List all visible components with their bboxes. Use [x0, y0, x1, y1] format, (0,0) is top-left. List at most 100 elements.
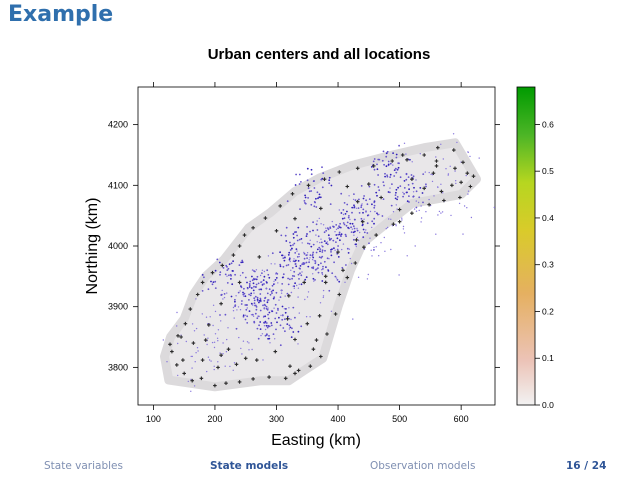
- urban-point: [273, 307, 275, 309]
- urban-point: [292, 236, 295, 239]
- urban-point: [246, 281, 248, 284]
- urban-point: [190, 390, 192, 392]
- y-tick-label: 4100: [108, 180, 128, 190]
- urban-point: [279, 324, 282, 327]
- location-point: [355, 199, 360, 204]
- urban-point: [417, 201, 420, 204]
- footer-link-state-models[interactable]: State models: [210, 460, 289, 472]
- urban-point: [340, 233, 343, 236]
- urban-point: [250, 292, 253, 295]
- colorbar-tick-label: 0.3: [542, 260, 554, 270]
- location-point: [360, 219, 365, 224]
- urban-point: [292, 260, 295, 262]
- urban-point: [268, 288, 271, 291]
- urban-point: [312, 256, 315, 259]
- y-tick-label: 3900: [108, 302, 128, 312]
- urban-point: [348, 215, 350, 217]
- urban-point: [296, 256, 299, 258]
- urban-point: [343, 217, 346, 220]
- location-point: [293, 371, 297, 376]
- location-point: [237, 244, 242, 248]
- urban-point: [289, 241, 291, 244]
- urban-point: [242, 291, 244, 294]
- urban-point: [376, 168, 379, 171]
- urban-point: [398, 162, 400, 165]
- urban-point: [326, 243, 329, 246]
- urban-point: [334, 275, 337, 278]
- urban-point: [412, 175, 415, 178]
- urban-point: [266, 301, 269, 304]
- urban-point: [462, 233, 464, 235]
- urban-point: [273, 283, 276, 285]
- urban-point: [327, 270, 330, 272]
- urban-point: [293, 242, 296, 245]
- location-point: [468, 184, 473, 189]
- urban-point: [274, 317, 277, 320]
- urban-point: [277, 307, 279, 310]
- urban-point: [285, 240, 288, 242]
- y-tick-label: 4200: [108, 120, 128, 130]
- urban-point: [312, 229, 314, 232]
- urban-point: [447, 174, 449, 176]
- urban-point: [386, 150, 389, 153]
- urban-point: [342, 213, 345, 216]
- urban-point: [353, 193, 355, 196]
- x-tick-label: 400: [331, 414, 346, 424]
- urban-point: [328, 258, 330, 260]
- urban-point: [384, 172, 386, 175]
- urban-point: [350, 262, 353, 265]
- urban-point: [294, 252, 297, 254]
- location-point: [188, 307, 193, 311]
- urban-point: [420, 217, 423, 219]
- urban-point: [307, 187, 310, 190]
- urban-point: [287, 264, 290, 266]
- urban-point: [321, 249, 324, 252]
- urban-point: [201, 313, 203, 315]
- urban-point: [257, 282, 260, 285]
- urban-point: [452, 133, 455, 135]
- urban-point: [222, 267, 225, 269]
- urban-point: [335, 241, 337, 244]
- urban-point: [308, 190, 311, 193]
- urban-point: [354, 199, 357, 202]
- urban-point: [246, 304, 248, 306]
- urban-point: [279, 344, 282, 347]
- urban-point: [384, 175, 386, 178]
- urban-point: [380, 242, 382, 244]
- footer-link-state-variables[interactable]: State variables: [44, 460, 123, 472]
- urban-point: [366, 232, 369, 234]
- urban-point: [281, 305, 284, 308]
- urban-point: [403, 187, 406, 189]
- urban-point: [385, 152, 388, 155]
- location-point: [273, 349, 278, 354]
- urban-point: [240, 261, 243, 264]
- urban-point: [310, 173, 313, 176]
- urban-point: [454, 170, 456, 172]
- urban-point: [349, 257, 351, 260]
- urban-point: [261, 281, 263, 283]
- urban-point: [368, 185, 371, 188]
- urban-point: [374, 210, 376, 213]
- urban-point: [389, 191, 391, 194]
- urban-point: [349, 218, 351, 221]
- footer-link-observation-models[interactable]: Observation models: [370, 460, 476, 472]
- urban-point: [316, 241, 318, 243]
- urban-point: [229, 273, 232, 276]
- urban-point: [433, 195, 435, 197]
- urban-point: [382, 198, 385, 201]
- urban-point: [326, 241, 329, 243]
- urban-point: [320, 178, 323, 181]
- location-point: [319, 206, 323, 211]
- urban-point: [259, 274, 262, 277]
- urban-point: [214, 310, 217, 313]
- location-point: [237, 380, 242, 384]
- urban-point: [289, 326, 292, 329]
- urban-point: [298, 278, 300, 280]
- location-point: [458, 195, 462, 200]
- urban-point: [328, 237, 331, 240]
- urban-point: [328, 182, 331, 185]
- urban-point: [258, 324, 260, 327]
- urban-point: [425, 183, 427, 186]
- plot-area: [160, 133, 495, 392]
- urban-point: [338, 233, 341, 236]
